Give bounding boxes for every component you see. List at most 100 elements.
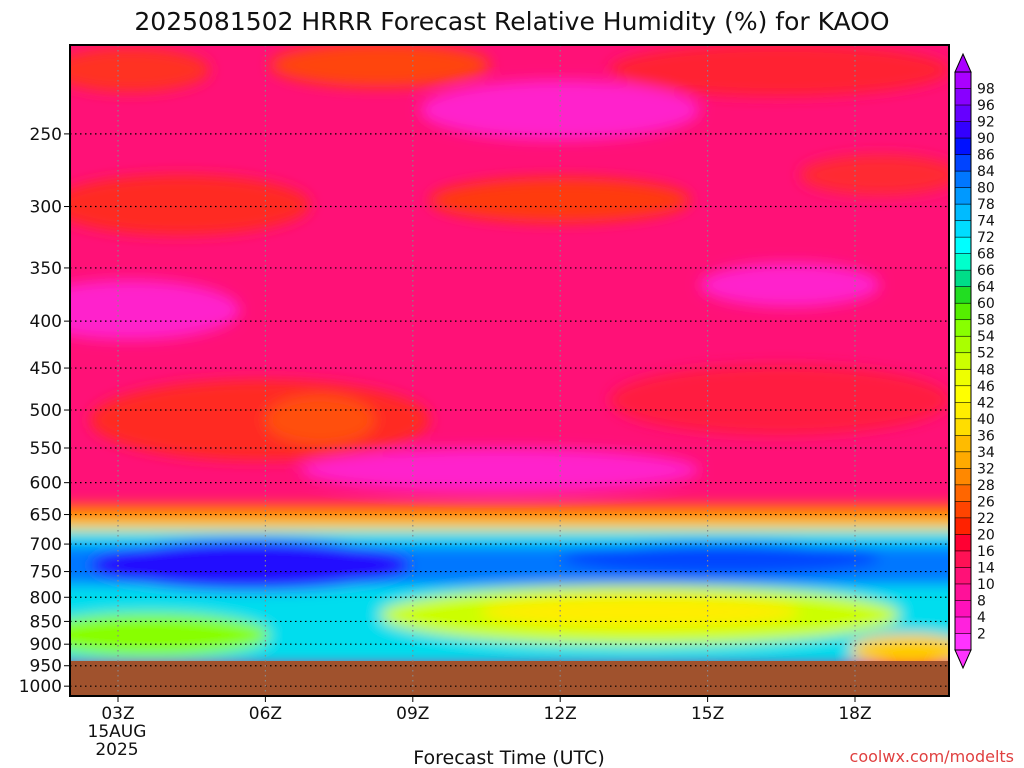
colorbar-segment	[955, 369, 971, 387]
colorbar-segment	[955, 220, 971, 238]
colorbar-segment	[955, 303, 971, 321]
colorbar-tick-label: 4	[977, 610, 986, 626]
colorbar-arrow-low	[954, 649, 972, 670]
moist-blob-600	[300, 448, 700, 492]
y-tick-label: 950	[30, 657, 62, 677]
colorbar: 2481014162022262832343640424648525458606…	[954, 52, 995, 670]
colorbar-segment	[955, 418, 971, 436]
y-tick-label: 750	[30, 563, 62, 583]
colorbar-tick-label: 78	[977, 197, 995, 213]
colorbar-tick-label: 2	[977, 626, 986, 642]
colorbar-tick-label: 84	[977, 164, 995, 180]
x-axis-label: Forecast Time (UTC)	[413, 747, 604, 768]
y-tick-label: 450	[30, 359, 62, 379]
colorbar-tick-label: 46	[977, 379, 995, 395]
saturated-core-right	[560, 542, 880, 574]
colorbar-tick-label: 54	[977, 329, 995, 345]
humidity-field	[70, 45, 949, 666]
colorbar-segment	[955, 187, 971, 205]
colorbar-tick-label: 40	[977, 412, 995, 428]
y-tick-label: 400	[30, 312, 62, 332]
colorbar-segment	[955, 286, 971, 304]
colorbar-segment	[955, 72, 971, 90]
colorbar-tick-label: 58	[977, 313, 995, 329]
x-tick-label: 09Z	[396, 704, 429, 724]
x-date-label: 15AUG	[88, 722, 147, 742]
plot-area	[70, 45, 949, 696]
colorbar-tick-label: 72	[977, 230, 995, 246]
y-tick-label: 1000	[19, 677, 62, 697]
colorbar-segment	[955, 517, 971, 535]
colorbar-tick-label: 48	[977, 362, 995, 378]
dry-blob-300-right	[800, 155, 949, 195]
drier-lowlevel-core	[480, 596, 800, 628]
y-axis: 250 300 350 400 450 500 550 600 650 700 750 800 850 9…	[19, 125, 70, 697]
colorbar-segment	[955, 336, 971, 354]
y-tick-label: 500	[30, 401, 62, 421]
moist-blob-300-left	[70, 280, 240, 340]
colorbar-tick-label: 36	[977, 428, 995, 444]
colorbar-segment	[955, 600, 971, 618]
colorbar-segment	[955, 534, 971, 552]
colorbar-tick-label: 14	[977, 560, 995, 576]
x-tick-label: 03Z	[101, 704, 134, 724]
x-tick-label: 12Z	[544, 704, 577, 724]
colorbar-segment	[955, 204, 971, 222]
colorbar-tick-label: 68	[977, 247, 995, 263]
colorbar-segment	[955, 616, 971, 634]
y-tick-label: 850	[30, 612, 62, 632]
colorbar-tick-label: 22	[977, 511, 995, 527]
dry-blob-300-left	[70, 175, 310, 235]
y-tick-label: 650	[30, 506, 62, 526]
colorbar-segment	[955, 105, 971, 123]
plot-frame	[69, 44, 950, 697]
moist-blob-400-right	[700, 263, 880, 307]
y-tick-label: 700	[30, 535, 62, 555]
x-tick-label: 18Z	[838, 704, 871, 724]
colorbar-tick-label: 8	[977, 593, 986, 609]
colorbar-segment	[955, 319, 971, 337]
dry-core-500	[265, 395, 375, 445]
colorbar-tick-label: 64	[977, 280, 995, 296]
grid-lines	[70, 45, 949, 696]
colorbar-segment	[955, 121, 971, 139]
colorbar-tick-label: 20	[977, 527, 995, 543]
y-tick-label: 900	[30, 635, 62, 655]
transition-band-orange	[70, 505, 949, 525]
colorbar-segment	[955, 435, 971, 453]
colorbar-tick-label: 90	[977, 131, 995, 147]
colorbar-segment	[955, 154, 971, 172]
colorbar-arrow-high	[954, 52, 972, 73]
colorbar-tick-label: 60	[977, 296, 995, 312]
colorbar-segment	[955, 253, 971, 271]
colorbar-tick-label: 96	[977, 98, 995, 114]
y-tick-label: 250	[30, 125, 62, 145]
saturated-core-left	[90, 539, 410, 591]
colorbar-segment	[955, 402, 971, 420]
ground	[70, 661, 949, 696]
colorbar-tick-label: 86	[977, 148, 995, 164]
dry-blob-500-right	[610, 365, 949, 435]
colorbar-segment	[955, 237, 971, 255]
colorbar-segment	[955, 484, 971, 502]
colorbar-frame	[954, 71, 972, 651]
y-tick-label: 600	[30, 474, 62, 494]
colorbar-segment	[955, 468, 971, 486]
drier-lowlevel-left	[70, 613, 270, 657]
colorbar-tick-label: 26	[977, 494, 995, 510]
colorbar-segment	[955, 270, 971, 288]
colorbar-tick-label: 28	[977, 478, 995, 494]
colorbar-tick-label: 98	[977, 82, 995, 98]
colorbar-segment	[955, 451, 971, 469]
colorbar-segment	[955, 567, 971, 585]
colorbar-segment	[955, 88, 971, 106]
dry-blob-top-mid	[270, 45, 490, 87]
credit-text: coolwx.com/modelts	[850, 747, 1014, 766]
colorbar-tick-label: 16	[977, 544, 995, 560]
x-tick-label: 06Z	[249, 704, 282, 724]
y-tick-label: 800	[30, 588, 62, 608]
colorbar-tick-label: 52	[977, 346, 995, 362]
colorbar-segment	[955, 138, 971, 156]
colorbar-segment	[955, 550, 971, 568]
